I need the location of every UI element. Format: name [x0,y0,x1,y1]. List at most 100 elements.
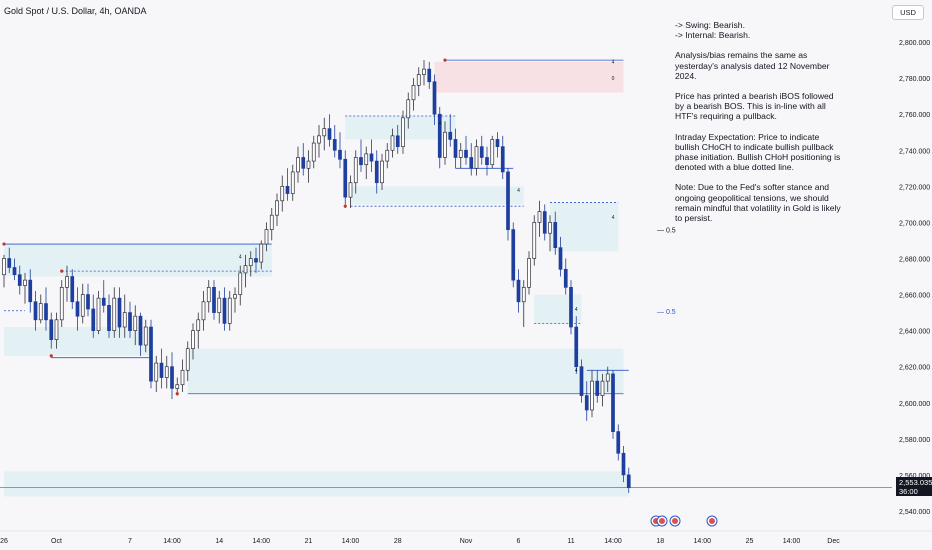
candle [254,247,258,273]
price-axis[interactable]: 2,800.000 2,780.000 2,760.000 2,740.000 2,72… [892,0,932,550]
x-tick-label: 28 [394,538,402,545]
candle [180,359,185,392]
candle [65,265,69,302]
candle [170,352,174,400]
candle [301,143,306,176]
demand-zone [550,202,619,252]
fib-level-label: — 0.5 [657,228,676,235]
demand-zone [534,294,582,324]
candle [500,135,505,180]
candle [143,319,148,353]
candle [553,211,558,255]
zone-marker-label: 4 [575,307,578,313]
candle [233,287,237,313]
candle [191,323,195,360]
candle [117,287,122,338]
candle [12,258,17,281]
bar-countdown: 36:00 [899,487,918,496]
demand-zone [4,244,272,277]
y-tick-label: 2,640.000 [899,329,930,336]
supply-zone [434,61,624,93]
candle [516,269,521,313]
candle [285,168,290,201]
zone-marker-label: 4 [612,60,615,66]
x-tick-label: 25 [746,538,754,545]
x-tick-label: 14:00 [163,538,181,545]
event-icons[interactable] [650,515,718,527]
candle [138,312,143,356]
candle [416,67,421,97]
candle [164,355,169,389]
candle [227,290,232,331]
structure-lines-layer [0,59,892,488]
y-tick-label: 2,680.000 [899,256,930,263]
x-tick-label: 21 [305,538,313,545]
candle [527,251,531,295]
candle [485,146,489,176]
candle [128,301,132,338]
candle [91,294,96,338]
demand-zone [187,348,624,394]
candle [595,370,600,403]
y-tick-label: 2,580.000 [899,437,930,444]
candle [574,316,579,374]
last-price-tag: 2,553.035 36:00 [896,477,932,496]
candle [348,175,353,208]
candle [611,370,615,439]
x-tick-label: 14:00 [604,538,622,545]
time-axis[interactable]: 26 Oct 7 14:00 14 14:00 21 14:00 28 Nov 6 11 14:00 18… [0,530,932,545]
candle [280,175,285,212]
candle [17,265,22,295]
markers-layer: 4 4 0 4 4 4 4 4 — 0.5 — 0.5 [2,58,676,396]
candle [369,139,374,172]
candle [411,78,416,111]
zone-marker-label: 4 [575,368,578,374]
x-tick-label: 14:00 [252,538,270,545]
y-tick-label: 2,660.000 [899,293,930,300]
candle [537,200,542,237]
candle [569,280,573,335]
demand-zone [345,116,456,140]
fib-level-label: — 0.5 [657,309,676,316]
price-axis-bg [892,0,932,550]
candle [422,60,426,86]
candle [374,150,379,194]
zone-marker-label: 0 [612,76,615,82]
candle [590,370,594,418]
swing-point-dot [175,392,179,396]
candle [353,150,358,194]
candle [59,280,64,328]
y-tick-label: 2,780.000 [899,76,930,83]
candle [217,290,222,324]
candle [322,117,327,151]
candle [28,269,33,313]
candle [96,290,101,335]
demand-zone [4,471,629,497]
candle [621,446,626,483]
candle [243,254,248,288]
swing-point-dot [343,204,347,208]
zone-marker-label: 4 [517,188,520,194]
candle [584,381,589,421]
candle [390,128,395,158]
candle [605,366,610,392]
candle [112,287,117,338]
us-event-flag-icon[interactable] [669,515,681,527]
swing-point-dot [60,269,64,273]
analysis-note: -> Swing: Bearish. -> Internal: Bearish.… [675,20,845,233]
candle [159,348,164,389]
y-tick-label: 2,720.000 [899,184,930,191]
y-tick-label: 2,700.000 [899,220,930,227]
us-event-flag-icon[interactable] [656,515,668,527]
candle [38,294,43,324]
candle [600,373,605,407]
x-tick-label: 14:00 [693,538,711,545]
candle [548,215,552,252]
us-event-flag-icon[interactable] [706,515,718,527]
candle [101,280,106,313]
candle [437,106,442,169]
currency-button[interactable]: USD [892,5,924,20]
candle [469,143,474,176]
candle [196,312,201,349]
